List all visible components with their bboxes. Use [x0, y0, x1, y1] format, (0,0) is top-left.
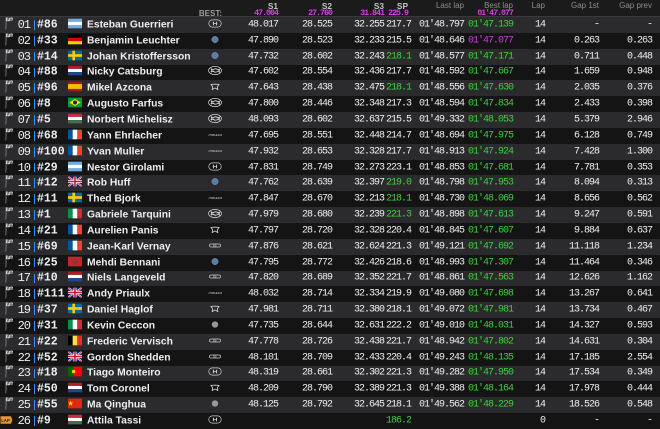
svg-text:DS: DS: [213, 277, 217, 279]
svg-text:LYNK&CO: LYNK&CO: [208, 196, 222, 200]
svg-text:DS: DS: [213, 245, 217, 247]
svg-text:LYNK&CO: LYNK&CO: [208, 133, 222, 137]
svg-text:LYNK&CO: LYNK&CO: [208, 149, 222, 153]
svg-text:DS: DS: [213, 340, 217, 342]
svg-text:LYNK&CO: LYNK&CO: [208, 291, 222, 295]
svg-text:DS: DS: [213, 356, 217, 358]
